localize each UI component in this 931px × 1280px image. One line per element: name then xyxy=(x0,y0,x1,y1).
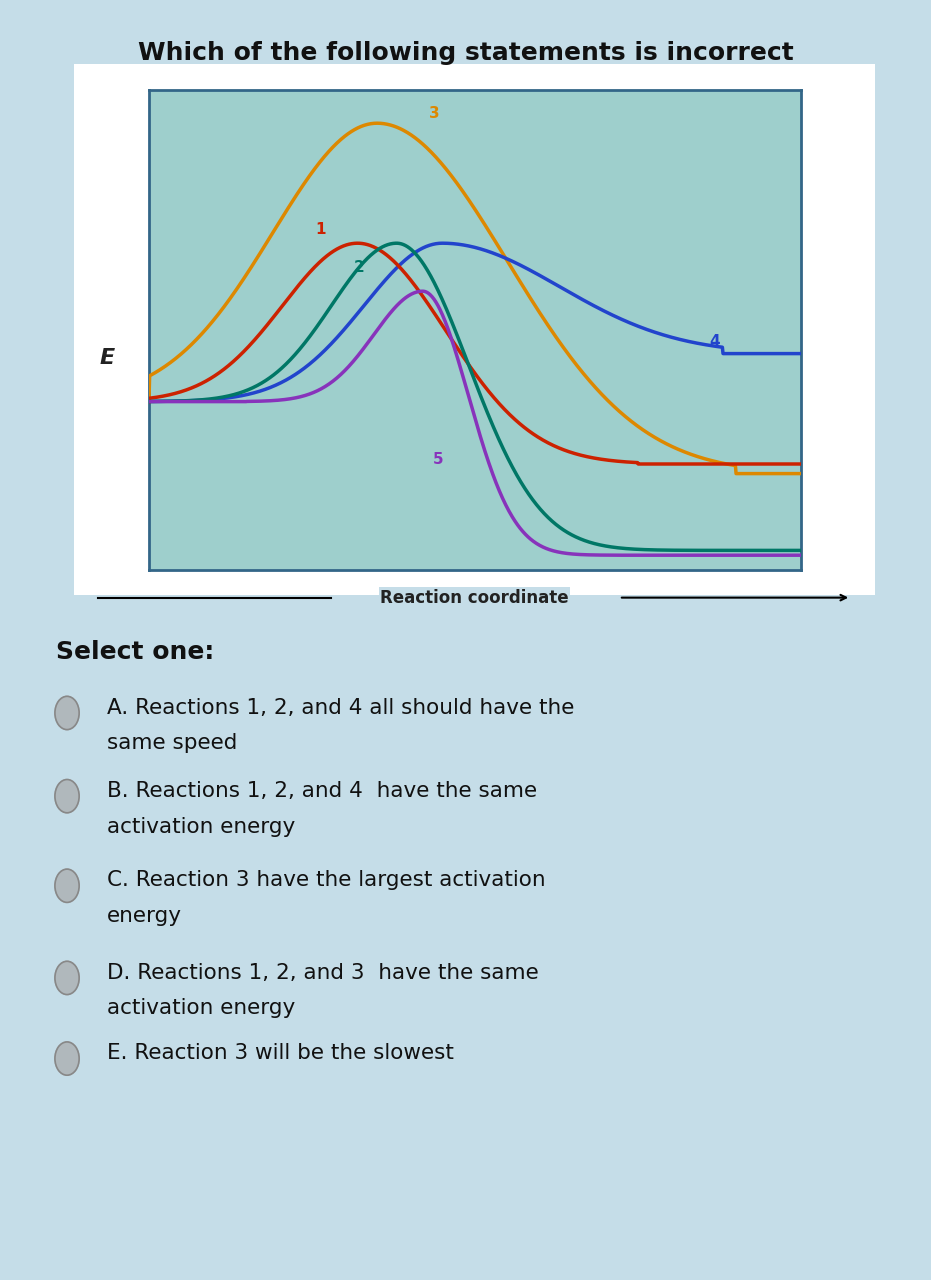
Text: C. Reaction 3 have the largest activation: C. Reaction 3 have the largest activatio… xyxy=(107,870,546,891)
Text: E: E xyxy=(100,348,115,369)
Text: E. Reaction 3 will be the slowest: E. Reaction 3 will be the slowest xyxy=(107,1043,454,1064)
Text: D. Reactions 1, 2, and 3  have the same: D. Reactions 1, 2, and 3 have the same xyxy=(107,963,539,983)
Text: B. Reactions 1, 2, and 4  have the same: B. Reactions 1, 2, and 4 have the same xyxy=(107,781,537,801)
Text: Select one:: Select one: xyxy=(56,640,214,664)
Text: Reaction coordinate: Reaction coordinate xyxy=(381,589,569,607)
Text: same speed: same speed xyxy=(107,733,237,754)
Text: 3: 3 xyxy=(429,106,439,122)
Text: 2: 2 xyxy=(354,260,365,275)
Text: activation energy: activation energy xyxy=(107,817,295,837)
Text: energy: energy xyxy=(107,906,182,927)
Text: 4: 4 xyxy=(709,334,720,349)
Text: 1: 1 xyxy=(315,221,326,237)
Text: Which of the following statements is incorrect: Which of the following statements is inc… xyxy=(138,41,793,65)
Text: A. Reactions 1, 2, and 4 all should have the: A. Reactions 1, 2, and 4 all should have… xyxy=(107,698,574,718)
Text: activation energy: activation energy xyxy=(107,998,295,1019)
Text: 5: 5 xyxy=(432,452,443,467)
